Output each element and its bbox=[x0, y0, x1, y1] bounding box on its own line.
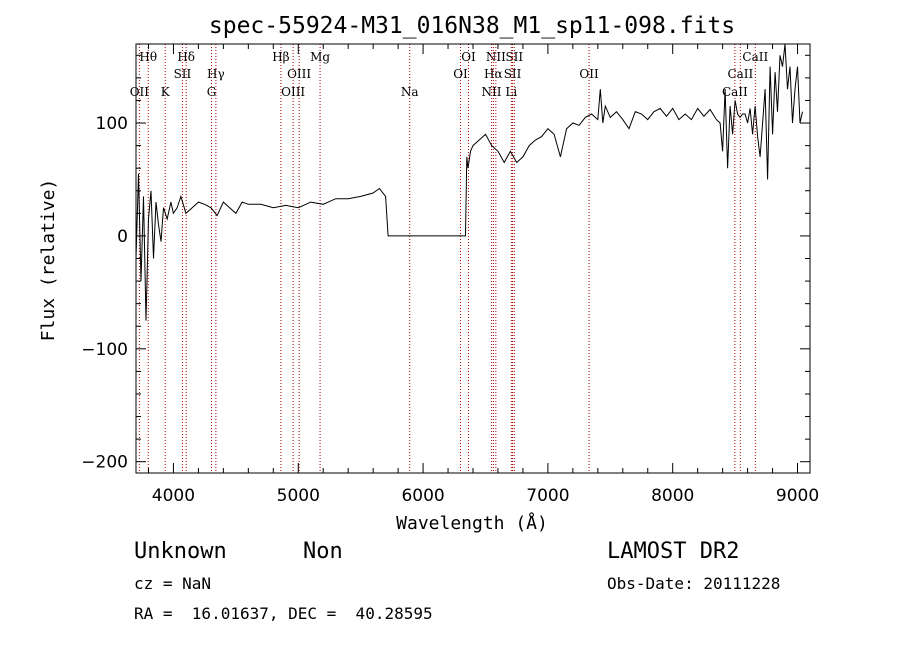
x-tick-label: 9000 bbox=[776, 486, 819, 506]
marker-label: Hβ bbox=[272, 50, 289, 64]
marker-label: Hα bbox=[484, 67, 503, 81]
obs-date: Obs-Date: 20111228 bbox=[607, 574, 781, 593]
y-tick-label: −100 bbox=[81, 340, 128, 360]
x-tick-label: 4000 bbox=[152, 486, 195, 506]
marker-label: CaII bbox=[722, 85, 748, 99]
marker-label: SII bbox=[505, 50, 523, 64]
y-axis-label: Flux (relative) bbox=[38, 179, 59, 342]
marker-label: Li bbox=[505, 85, 517, 99]
marker-label: OII bbox=[579, 67, 599, 81]
axes: 4000 5000 6000 7000 8000 9000 −200 −100 0 100 bbox=[81, 43, 819, 506]
marker-label: G bbox=[207, 85, 217, 99]
marker-label: SII bbox=[504, 67, 522, 81]
marker-label: SII bbox=[174, 67, 192, 81]
marker-label: NII bbox=[481, 85, 501, 99]
marker-label: Hθ bbox=[139, 50, 157, 64]
x-tick-label: 7000 bbox=[526, 486, 569, 506]
marker-label: CaII bbox=[742, 50, 768, 64]
marker-label: NII bbox=[486, 50, 506, 64]
plot-frame bbox=[135, 43, 811, 474]
subclass: Non bbox=[303, 539, 343, 564]
marker-label: Hγ bbox=[207, 67, 225, 81]
spectrum-line bbox=[135, 43, 803, 321]
y-tick-label: 100 bbox=[96, 114, 128, 134]
x-tick-label: 5000 bbox=[277, 486, 320, 506]
chart-title: spec-55924-M31_016N38_M1_sp11-098.fits bbox=[209, 13, 735, 39]
y-tick-label: −200 bbox=[81, 453, 128, 473]
survey-name: LAMOST DR2 bbox=[607, 539, 740, 564]
x-tick-label: 8000 bbox=[651, 486, 694, 506]
marker-label: OII bbox=[130, 85, 150, 99]
marker-label: OIII bbox=[281, 85, 305, 99]
x-axis-label: Wavelength (Å) bbox=[396, 512, 548, 534]
marker-label: OIII bbox=[287, 67, 311, 81]
object-class: Unknown bbox=[134, 539, 227, 564]
coordinates: RA = 16.01637, DEC = 40.28595 bbox=[134, 604, 433, 623]
emission-line-markers: Hθ OII K Hδ SII Hγ G Hβ OIII OIII Mg Na OI OI NII Hα NII… bbox=[130, 44, 768, 473]
marker-label: Mg bbox=[310, 50, 330, 64]
marker-label: OI bbox=[461, 50, 476, 64]
x-tick-label: 6000 bbox=[401, 486, 444, 506]
marker-label: K bbox=[161, 85, 171, 99]
marker-label: Na bbox=[401, 85, 419, 99]
marker-label: CaII bbox=[727, 67, 753, 81]
y-tick-label: 0 bbox=[117, 227, 128, 247]
marker-label: Hδ bbox=[177, 50, 195, 64]
redshift: cz = NaN bbox=[134, 574, 212, 593]
marker-label: OI bbox=[453, 67, 468, 81]
